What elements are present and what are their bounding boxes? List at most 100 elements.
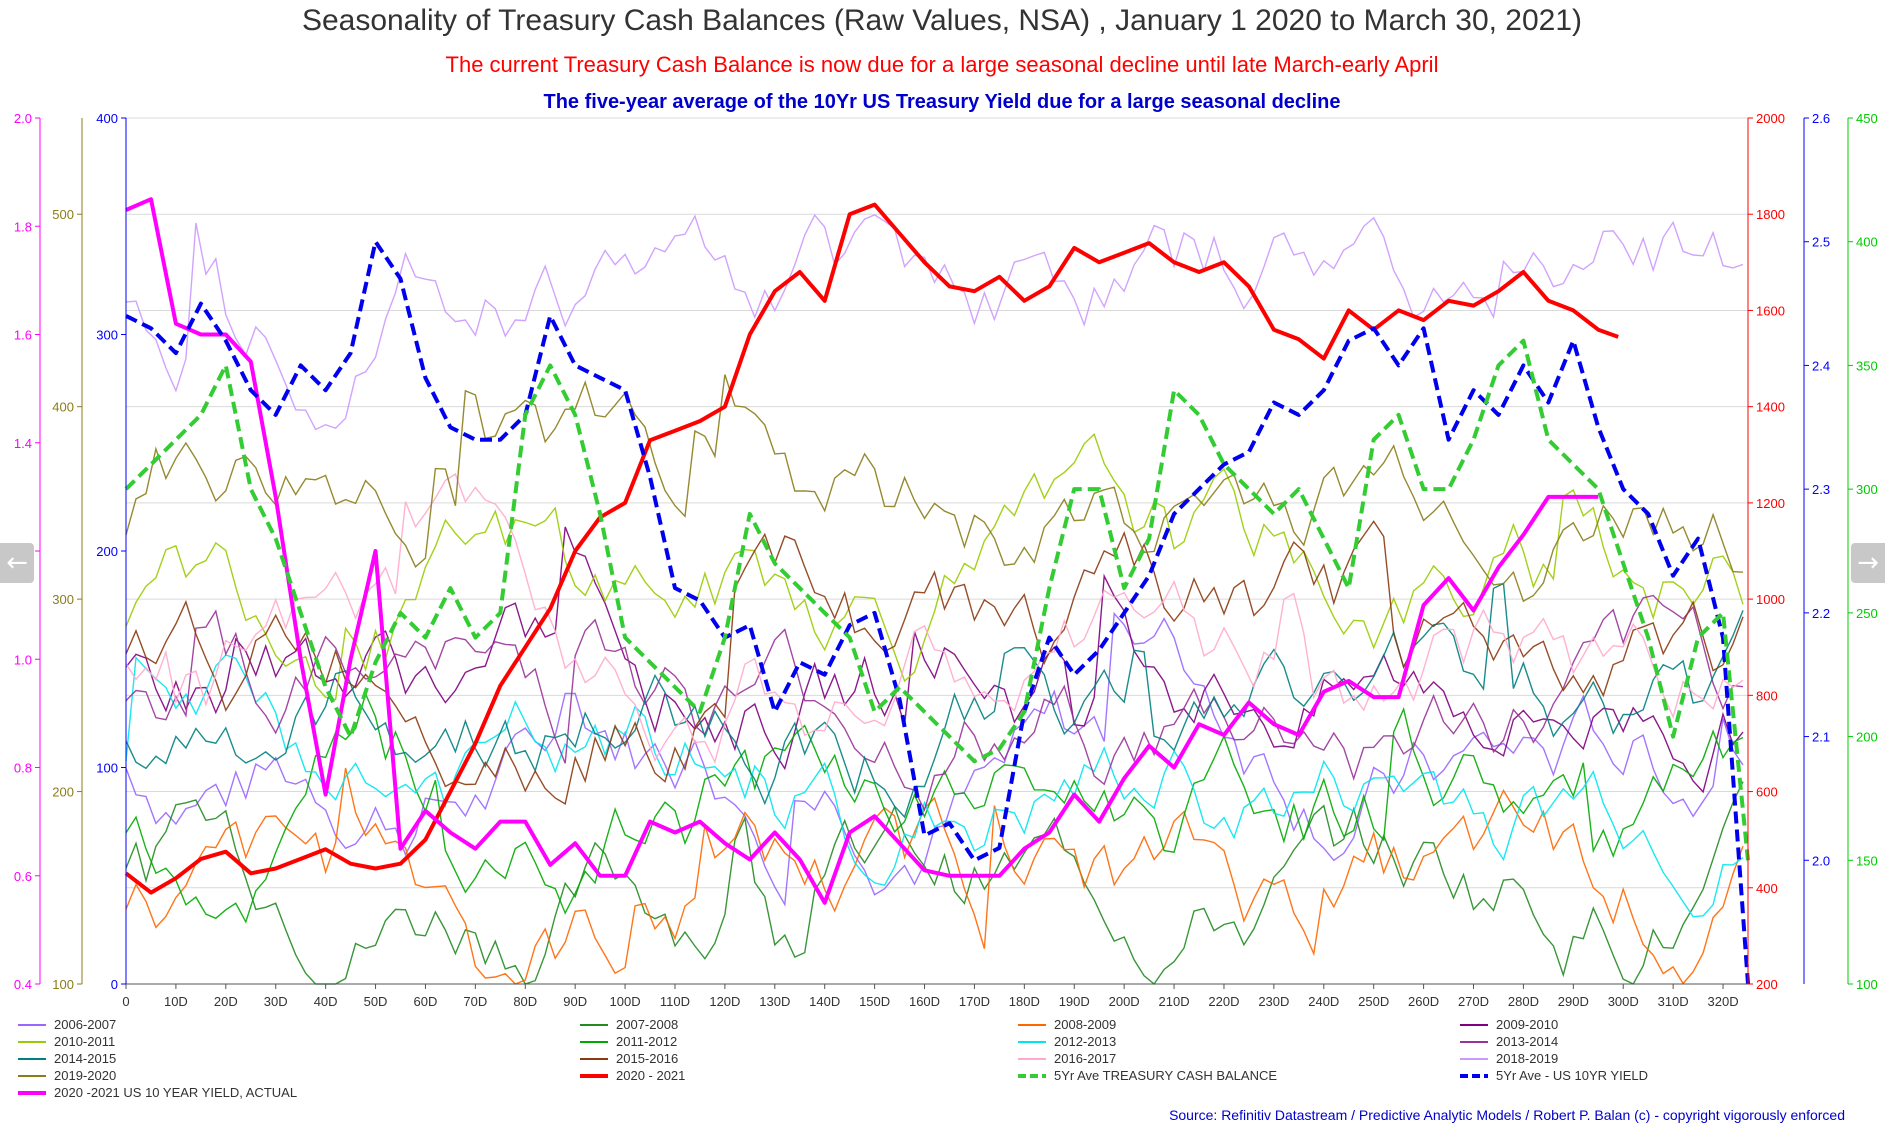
x-tick-label: 160D	[909, 994, 940, 1009]
series-line-2020-2021US10YEARYIELD,ACTUAL	[125, 197, 1599, 905]
x-tick-label: 70D	[463, 994, 487, 1009]
y-tick-label-yield_actual: 0.6	[14, 869, 32, 884]
chart-title: Seasonality of Treasury Cash Balances (R…	[302, 4, 1582, 37]
x-tick-label: 290D	[1558, 994, 1589, 1009]
series-line-2007-2008	[125, 781, 1744, 986]
y-tick-label-olive: 100	[52, 977, 74, 992]
y-tick-label-yield_actual: 0.4	[14, 977, 32, 992]
x-tick-label: 180D	[1009, 994, 1040, 1009]
series-line-5YrAveTREASURYCASHBALANCE	[124, 338, 1750, 861]
y-tick-label-green: 400	[1856, 235, 1878, 250]
legend-label: 2020 -2021 US 10 YEAR YIELD, ACTUAL	[54, 1085, 297, 1100]
y-tick-label-green: 200	[1856, 730, 1878, 745]
y-tick-label-tcb: 2000	[1756, 111, 1785, 126]
y-tick-label-green: 350	[1856, 358, 1878, 373]
series-line-2016-2017	[125, 473, 1744, 765]
legend-label: 2016-2017	[1054, 1051, 1116, 1066]
y-tick-label-green: 250	[1856, 606, 1878, 621]
x-tick-label: 90D	[563, 994, 587, 1009]
series-line-2013-2014	[125, 594, 1744, 812]
y-tick-label-yield_avg: 2.6	[1812, 111, 1830, 126]
legend-label: 2012-2013	[1054, 1034, 1116, 1049]
y-tick-label-yield_actual: 0.8	[14, 761, 32, 776]
x-tick-label: 190D	[1059, 994, 1090, 1009]
y-tick-label-tcb: 1600	[1756, 303, 1785, 318]
chart-subtitle-2: The five-year average of the 10Yr US Tre…	[543, 91, 1340, 113]
series-line-2009-2010	[125, 526, 1744, 794]
legend-label: 2006-2007	[54, 1017, 116, 1032]
key-series	[124, 197, 1750, 985]
y-tick-label-yield_avg: 2.2	[1812, 606, 1830, 621]
y-tick-label-olive: 400	[52, 400, 74, 415]
legend-label: 2014-2015	[54, 1051, 116, 1066]
x-tick-label: 20D	[214, 994, 238, 1009]
x-tick-label: 50D	[364, 994, 388, 1009]
legend-label: 2011-2012	[616, 1034, 677, 1049]
y-tick-label-yield_actual: 2.0	[14, 111, 32, 126]
y-tick-label-tcb: 1200	[1756, 496, 1785, 511]
x-tick-label: 150D	[859, 994, 890, 1009]
background-series	[125, 213, 1744, 986]
x-tick-label: 280D	[1508, 994, 1539, 1009]
series-line-2012-2013	[125, 654, 1744, 918]
legend-label: 5Yr Ave - US 10YR YIELD	[1496, 1068, 1648, 1083]
x-tick-label: 10D	[164, 994, 188, 1009]
y-tick-label-green: 300	[1856, 482, 1878, 497]
x-tick-label: 0	[122, 994, 129, 1009]
legend-label: 2007-2008	[616, 1017, 678, 1032]
legend-label: 2010-2011	[54, 1034, 115, 1049]
legend-label: 2008-2009	[1054, 1017, 1116, 1032]
series-line-2015-2016	[125, 520, 1744, 805]
series-line-2006-2007	[125, 611, 1744, 907]
x-tick-label: 200D	[1109, 994, 1140, 1009]
x-tick-label: 230D	[1258, 994, 1289, 1009]
source-note: Source: Refinitiv Datastream / Predictiv…	[1169, 1107, 1845, 1123]
y-tick-label-yield_actual: 1.6	[14, 328, 32, 343]
x-tick-label: 250D	[1358, 994, 1389, 1009]
y-tick-label-yield_avg: 2.0	[1812, 853, 1830, 868]
x-tick-label: 120D	[709, 994, 740, 1009]
y-tick-label-tcb: 800	[1756, 688, 1778, 703]
legend-label: 2019-2020	[54, 1068, 116, 1083]
x-tick-label: 310D	[1658, 994, 1689, 1009]
legend: 2006-2007 2007-2008 2008-2009 2009-2010 2010…	[18, 1017, 1648, 1100]
y-tick-label-yield_avg: 2.5	[1812, 235, 1830, 250]
series-line-2014-2015	[125, 582, 1744, 819]
y-tick-label-tcb: 200	[1756, 977, 1778, 992]
legend-label: 2009-2010	[1496, 1017, 1558, 1032]
series-line-2019-2020	[125, 374, 1744, 603]
y-tick-label-blue_inner: 400	[96, 111, 118, 126]
x-tick-label: 80D	[513, 994, 537, 1009]
y-tick-label-yield_avg: 2.1	[1812, 730, 1830, 745]
legend-label: 2018-2019	[1496, 1051, 1558, 1066]
y-tick-label-tcb: 1800	[1756, 207, 1785, 222]
legend-label: 5Yr Ave TREASURY CASH BALANCE	[1054, 1068, 1277, 1083]
x-tick-label: 210D	[1159, 994, 1190, 1009]
y-tick-label-yield_actual: 1.4	[14, 436, 32, 451]
x-tick-label: 300D	[1608, 994, 1639, 1009]
y-tick-label-yield_avg: 2.4	[1812, 358, 1830, 373]
y-tick-label-green: 450	[1856, 111, 1878, 126]
x-tick-label: 60D	[414, 994, 438, 1009]
chart-subtitle-1: The current Treasury Cash Balance is now…	[446, 52, 1439, 77]
axes: 0 10D 20D 30D 40D 50D 60D 70D 80D 90D 100D 110D 120D…	[14, 111, 1878, 1009]
series-line-5YrAve-US10YRYIELD	[125, 239, 1750, 985]
next-arrow-icon[interactable]: →	[1851, 543, 1885, 583]
series-line-2008-2009	[125, 767, 1744, 985]
y-tick-label-yield_avg: 2.3	[1812, 482, 1830, 497]
y-tick-label-olive: 500	[52, 207, 74, 222]
x-tick-label: 260D	[1408, 994, 1439, 1009]
series-line-2018-2019	[125, 213, 1744, 431]
x-tick-label: 110D	[660, 994, 690, 1009]
y-tick-label-yield_actual: 1.8	[14, 219, 32, 234]
series-line-2011-2012	[125, 691, 1744, 924]
previous-arrow-icon[interactable]: ←	[0, 543, 34, 583]
x-tick-label: 220D	[1208, 994, 1239, 1009]
x-tick-label: 140D	[809, 994, 840, 1009]
legend-label: 2013-2014	[1496, 1034, 1558, 1049]
y-tick-label-blue_inner: 300	[96, 328, 118, 343]
x-tick-label: 320D	[1708, 994, 1739, 1009]
y-tick-label-blue_inner: 100	[96, 761, 118, 776]
y-tick-label-tcb: 1000	[1756, 592, 1785, 607]
x-tick-label: 270D	[1458, 994, 1489, 1009]
